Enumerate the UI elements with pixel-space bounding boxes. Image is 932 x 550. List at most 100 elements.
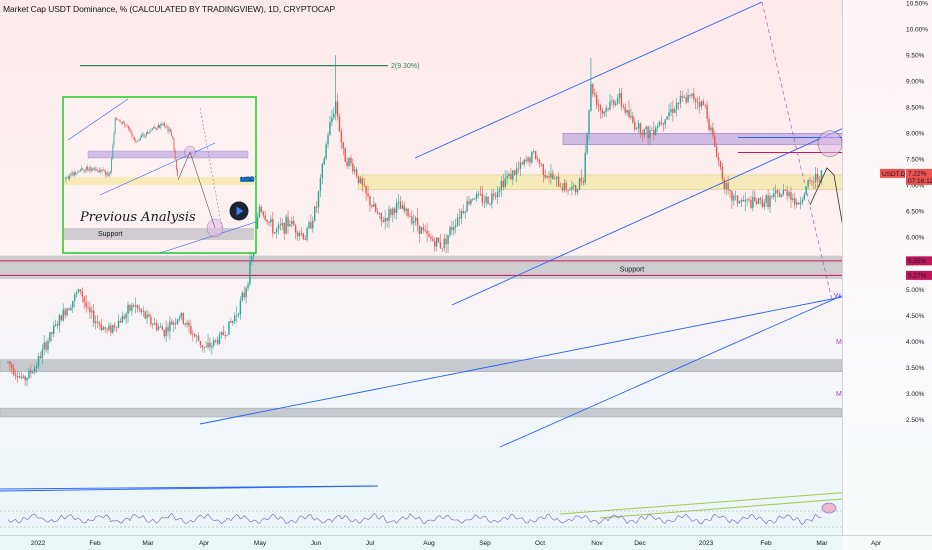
inset-candle-body bbox=[98, 170, 99, 172]
inset-candle-body bbox=[156, 127, 158, 130]
candle-body bbox=[207, 342, 209, 348]
price-axis[interactable]: 2.50%3.00%3.50%4.00%4.50%5.00%5.50%6.00%… bbox=[842, 0, 932, 550]
candle-body bbox=[386, 217, 388, 221]
candle-body bbox=[599, 104, 602, 111]
candle-body bbox=[472, 199, 474, 200]
candle-body bbox=[580, 178, 583, 182]
inset-candle-body bbox=[142, 133, 144, 135]
candle-body bbox=[655, 127, 657, 135]
candle-body bbox=[432, 238, 434, 241]
candle-body bbox=[174, 322, 177, 324]
last-price-tag: 7.22% bbox=[908, 171, 927, 178]
candle-body bbox=[98, 322, 101, 325]
candle-body bbox=[110, 325, 112, 333]
inset-candle-body bbox=[161, 124, 163, 126]
y-tick-label: 5.00% bbox=[906, 287, 925, 294]
candle-body bbox=[447, 235, 449, 245]
candle-body bbox=[529, 157, 531, 163]
candle-body bbox=[304, 239, 306, 240]
candle-body bbox=[258, 206, 261, 218]
w-annotation: W bbox=[834, 293, 841, 300]
inset-candle-body bbox=[94, 167, 96, 171]
inset-candle-body bbox=[160, 124, 162, 128]
candle-body bbox=[491, 193, 493, 204]
candle-body bbox=[376, 211, 379, 214]
candle-body bbox=[616, 97, 619, 104]
candle-body bbox=[653, 129, 655, 135]
candle-body bbox=[283, 223, 285, 234]
candle-body bbox=[340, 131, 343, 143]
candle-body bbox=[816, 174, 819, 180]
candle-body bbox=[508, 173, 510, 177]
symbol-tag: USDT.D bbox=[882, 171, 906, 178]
candle-body bbox=[788, 192, 790, 196]
chart-title: Market Cap USDT Dominance, % (CALCULATED… bbox=[3, 4, 336, 14]
inset-candle-body bbox=[150, 130, 152, 131]
target-circle-top bbox=[817, 130, 842, 158]
candle-body bbox=[140, 309, 143, 313]
candle-body bbox=[190, 325, 192, 334]
inset-candle-body bbox=[100, 169, 102, 172]
y-tick-label: 7.00% bbox=[906, 183, 925, 190]
candle-body bbox=[670, 108, 672, 113]
inset-candle-body bbox=[106, 172, 108, 175]
inset-candle-body bbox=[177, 169, 178, 177]
channel-upper-line bbox=[414, 1, 763, 159]
candle-body bbox=[203, 346, 205, 348]
candle-body bbox=[611, 100, 613, 102]
inset-candle-body bbox=[82, 168, 84, 170]
y-tick-label: 8.00% bbox=[906, 131, 925, 138]
x-tick-label: Jul bbox=[366, 540, 375, 547]
candle-body bbox=[605, 108, 607, 112]
candle-body bbox=[784, 190, 786, 191]
candle-body bbox=[502, 180, 504, 187]
candle-body bbox=[759, 198, 762, 200]
previous-analysis-inset[interactable]: Support USDT.D Previous Analysis bbox=[62, 96, 265, 254]
candle-body bbox=[325, 144, 327, 159]
candle-body bbox=[691, 93, 693, 96]
candle-body bbox=[687, 95, 689, 103]
candle-body bbox=[746, 199, 748, 201]
candle-body bbox=[193, 334, 196, 337]
candle-body bbox=[171, 321, 173, 325]
inset-candle-body bbox=[176, 159, 177, 170]
candle-body bbox=[20, 376, 23, 378]
candle-body bbox=[159, 326, 162, 328]
candle-body bbox=[220, 332, 223, 335]
support-zone bbox=[0, 255, 842, 280]
candle-body bbox=[517, 168, 520, 170]
candle-body bbox=[195, 335, 198, 337]
channel-lower-line bbox=[451, 128, 842, 306]
x-tick-label: 2022 bbox=[31, 540, 46, 547]
candle-body bbox=[557, 176, 560, 187]
candle-body bbox=[155, 322, 158, 330]
candle-body bbox=[298, 233, 301, 237]
inset-caption: Previous Analysis bbox=[79, 210, 196, 225]
candle-body bbox=[344, 148, 346, 162]
candle-body bbox=[68, 308, 70, 311]
candle-body bbox=[26, 377, 28, 381]
time-axis[interactable]: 2022 Feb Mar Apr May Jun Jul Aug Sep Oct Nov Dec 202… bbox=[0, 535, 932, 548]
inset-candle-body bbox=[167, 126, 169, 132]
candle-body bbox=[247, 284, 249, 289]
symbol-tag-bg bbox=[880, 168, 905, 178]
candle-body bbox=[399, 201, 402, 209]
candle-body bbox=[199, 340, 202, 346]
inset-candle-body bbox=[83, 169, 85, 172]
candle-body bbox=[173, 322, 175, 325]
candle-body bbox=[458, 217, 461, 219]
candle-body bbox=[342, 142, 344, 149]
y-tick-label: 9.00% bbox=[906, 79, 925, 86]
inset-candle-body bbox=[65, 177, 67, 180]
inset-candle-body bbox=[71, 172, 73, 175]
candle-body bbox=[504, 178, 506, 187]
inset-candle-body bbox=[134, 137, 135, 140]
candle-body bbox=[704, 105, 706, 107]
inset-candle-body bbox=[118, 119, 120, 121]
inset-candle-body bbox=[164, 123, 165, 127]
candle-body bbox=[336, 101, 339, 117]
candle-body bbox=[554, 178, 556, 180]
candle-body bbox=[466, 201, 468, 212]
candle-body bbox=[607, 108, 609, 110]
